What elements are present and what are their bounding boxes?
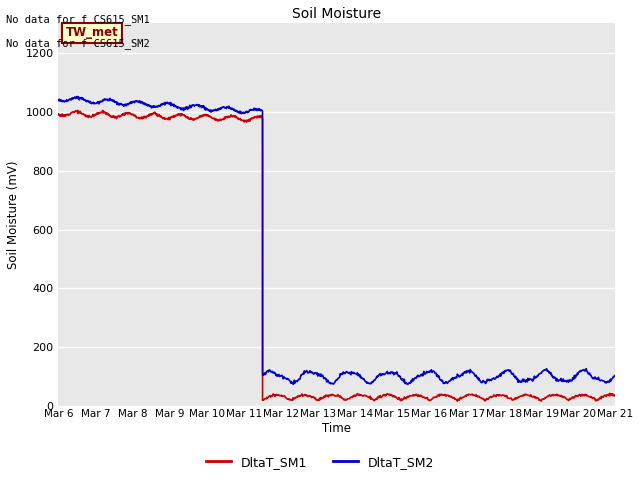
Legend: DltaT_SM1, DltaT_SM2: DltaT_SM1, DltaT_SM2 bbox=[201, 451, 439, 474]
Text: No data for f CS615_SM1: No data for f CS615_SM1 bbox=[6, 14, 150, 25]
Y-axis label: Soil Moisture (mV): Soil Moisture (mV) bbox=[7, 160, 20, 269]
Title: Soil Moisture: Soil Moisture bbox=[292, 7, 381, 21]
X-axis label: Time: Time bbox=[322, 421, 351, 435]
Text: No data for f CS615_SM2: No data for f CS615_SM2 bbox=[6, 38, 150, 49]
Text: TW_met: TW_met bbox=[65, 26, 118, 39]
